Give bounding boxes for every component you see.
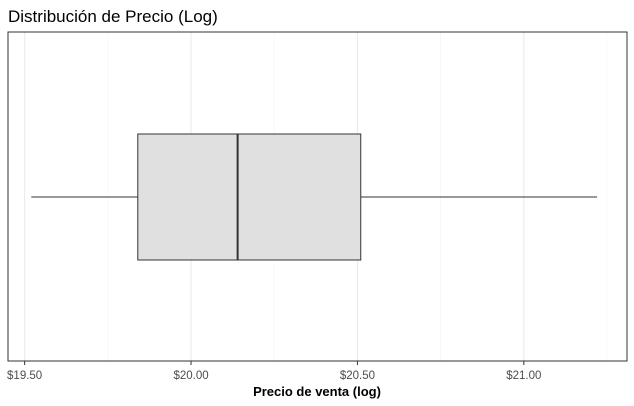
iqr-box xyxy=(137,133,362,261)
x-tick-label: $20.50 xyxy=(340,370,375,382)
chart-title: Distribución de Precio (Log) xyxy=(8,7,218,26)
x-tick-label: $20.00 xyxy=(173,370,208,382)
x-axis-ticks: $19.50 $20.00 $20.50 $21.00 xyxy=(7,361,541,382)
x-tick-label: $21.00 xyxy=(506,370,541,382)
panel-border xyxy=(7,31,628,362)
x-axis-title: Precio de venta (log) xyxy=(253,384,381,399)
x-tick-label: $19.50 xyxy=(7,370,42,382)
boxplot xyxy=(31,133,598,261)
